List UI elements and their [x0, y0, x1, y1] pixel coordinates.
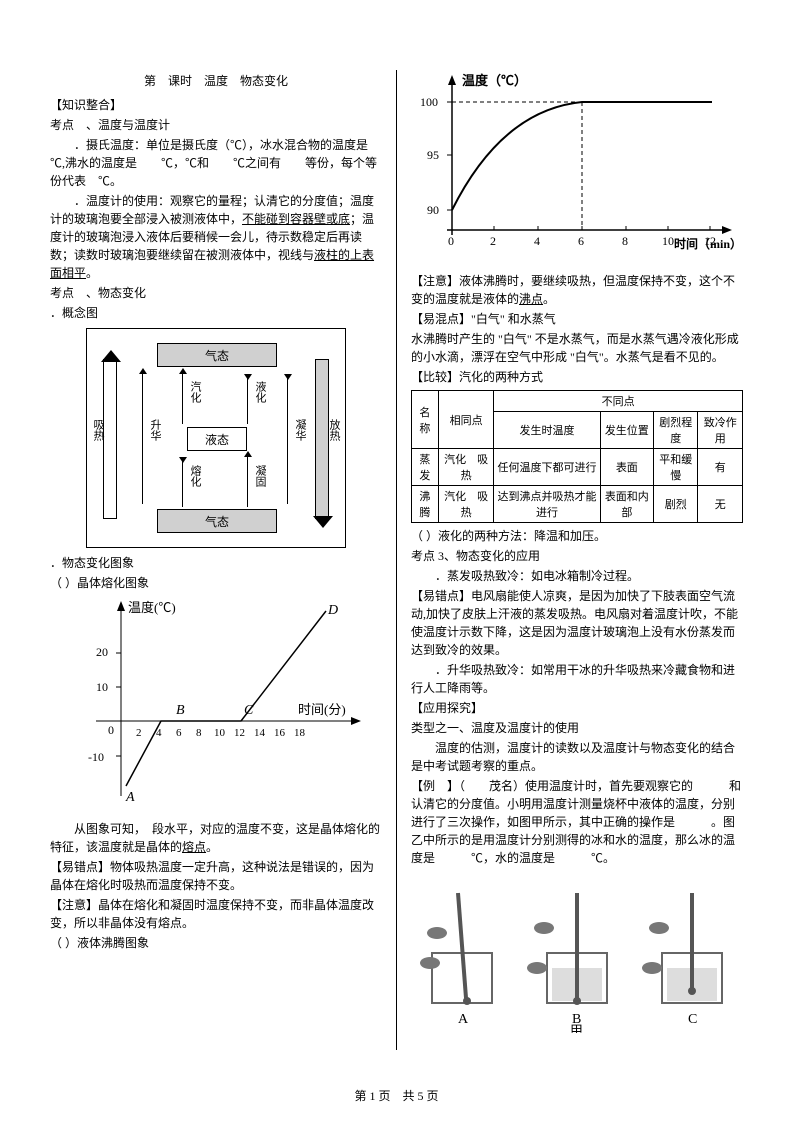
svg-text:C: C [244, 703, 254, 718]
column-divider [396, 70, 397, 1050]
svg-text:B: B [176, 703, 185, 718]
kp2: 考点 、物态变化 [50, 284, 382, 302]
svg-text:0: 0 [448, 234, 454, 248]
svg-text:18: 18 [294, 727, 306, 739]
page-total: 共 5 页 [403, 1089, 439, 1103]
svg-text:10: 10 [96, 680, 108, 694]
setup-a [420, 893, 492, 1005]
r-liquefy: （ ）液化的两种方法：降温和加压。 [411, 527, 743, 545]
svg-text:0: 0 [108, 723, 114, 737]
th-pos: 发生位置 [600, 412, 653, 449]
lbl-ronghua: 熔化 [187, 465, 203, 487]
t-use-u1: 不能碰到容器壁或底 [242, 212, 350, 226]
th-diff: 不同点 [494, 391, 743, 412]
th-same: 相同点 [438, 391, 494, 449]
t-use-end: 。 [86, 266, 98, 280]
svg-text:12: 12 [704, 234, 716, 248]
vaporization-compare-table: 名称 相同点 不同点 发生时温度 发生位置 剧烈程度 致冷作用 蒸发 汽化 吸热… [411, 390, 743, 523]
r-note-boil: 【注意】液体沸腾时，要继续吸热，但温度保持不变，这个不变的温度就是液体的沸点。 [411, 272, 743, 308]
page-footer: 第 1 页 共 5 页 [0, 1087, 793, 1104]
svg-text:D: D [327, 603, 338, 618]
absorb-heat-label: 吸热 [90, 419, 106, 441]
setup-c [642, 893, 722, 1003]
svg-text:A: A [125, 790, 135, 805]
melting-chart: 温度(℃) 时间(分) 20 10 0 -10 2 4 6 8 10 12 14… [66, 596, 366, 816]
kp3: 考点 3、物态变化的应用 [411, 547, 743, 565]
lbl-ninggu: 凝固 [252, 465, 268, 487]
svg-text:90: 90 [427, 203, 439, 217]
svg-text:20: 20 [96, 645, 108, 659]
svg-text:甲: 甲 [570, 1023, 583, 1033]
page-current: 第 1 页 [354, 1089, 390, 1103]
svg-text:14: 14 [254, 727, 266, 739]
left-column: 第 课时 温度 物态变化 【知识整合】 考点 、温度与温度计 ．摄氏温度：单位是… [50, 70, 382, 1050]
setup-b [527, 893, 607, 1005]
r-compare: 【比较】汽化的两种方式 [411, 368, 743, 386]
gas-top: 气态 [157, 343, 277, 367]
svg-text:10: 10 [662, 234, 674, 248]
svg-text:8: 8 [622, 234, 628, 248]
r-type1: 类型之一、温度及温度计的使用 [411, 719, 743, 737]
svg-text:10: 10 [214, 727, 226, 739]
th-cool: 致冷作用 [698, 412, 743, 449]
p-thermometer-use: ．温度计的使用：观察它的量程；认清它的分度值；温度计的玻璃泡要全部浸入被测液体中… [50, 192, 382, 282]
svg-text:95: 95 [427, 148, 439, 162]
r-evap: ．蒸发吸热致冷：如电冰箱制冷过程。 [411, 567, 743, 585]
lbl-shenghua: 升华 [147, 419, 163, 441]
p-celsius: ．摄氏温度：单位是摄氏度（℃），冰水混合物的温度是 ℃,沸水的温度是 ℃，℃和 … [50, 136, 382, 190]
svg-text:时间(分): 时间(分) [298, 702, 346, 717]
svg-text:2: 2 [490, 234, 496, 248]
lbl-ninghua: 凝华 [292, 419, 308, 441]
lbl-yehua: 液化 [252, 381, 268, 403]
p-note-crystal: 【注意】晶体在熔化和凝固时温度保持不变，而非晶体温度改变，所以非晶体没有熔点。 [50, 896, 382, 932]
r-importance: 温度的估测，温度计的读数以及温度计与物态变化的结合是中考试题考察的重点。 [411, 739, 743, 775]
r-fan: 【易错点】电风扇能使人凉爽，是因为加快了下肢表面空气流动,加快了皮肤上汗液的蒸发… [411, 587, 743, 659]
svg-text:温度（℃）: 温度（℃） [462, 73, 527, 88]
right-column: 温度（℃） 时间（min） 100 95 90 0 2 4 6 8 10 12 [411, 70, 743, 1050]
svg-text:8: 8 [196, 727, 202, 739]
svg-text:6: 6 [578, 234, 584, 248]
r-confuse: 【易混点】"白气" 和水蒸气 [411, 310, 743, 328]
state-change-diagram: 气态 液态 气态 吸热 放热 汽化 液化 升华 凝华 熔化 凝固 [86, 328, 346, 548]
th-int: 剧烈程度 [653, 412, 698, 449]
svg-text:6: 6 [176, 727, 182, 739]
svg-text:C: C [688, 1012, 697, 1027]
table-row: 蒸发 汽化 吸热 任何温度下都可进行 表面 平和缓慢 有 [412, 449, 743, 486]
p-melt-analysis: 从图象可知， 段水平，对应的温度不变，这是晶体熔化的特征，该温度就是晶体的熔点。 [50, 820, 382, 856]
svg-text:100: 100 [420, 95, 438, 109]
liquid-box: 液态 [187, 427, 247, 451]
th-temp: 发生时温度 [494, 412, 600, 449]
svg-text:4: 4 [534, 234, 540, 248]
lesson-title: 第 课时 温度 物态变化 [50, 72, 382, 90]
p-easy-wrong: 【易错点】物体吸热温度一定升高，这种说法是错误的，因为晶体在熔化时吸热而温度保持… [50, 858, 382, 894]
svg-text:-10: -10 [88, 750, 104, 764]
release-heat-label: 放热 [326, 419, 342, 441]
r-sublime: ．升华吸热致冷：如常用干冰的升华吸热来冷藏食物和进行人工降雨等。 [411, 661, 743, 697]
kp1: 考点 、温度与温度计 [50, 116, 382, 134]
p-crystal-melt: （ ）晶体熔化图象 [50, 574, 382, 592]
svg-text:2: 2 [136, 727, 142, 739]
r-baiqi: 水沸腾时产生的 "白气" 不是水蒸气，而是水蒸气遇冷液化形成的小水滴，漂浮在空气… [411, 330, 743, 366]
p-state-graphs: ．物态变化图象 [50, 554, 382, 572]
svg-text:A: A [458, 1012, 469, 1027]
svg-text:12: 12 [234, 727, 245, 739]
r-apply: 【应用探究】 [411, 699, 743, 717]
heading-knowledge: 【知识整合】 [50, 96, 382, 114]
th-name: 名称 [412, 391, 439, 449]
p-concept: ．概念图 [50, 304, 382, 322]
boiling-chart: 温度（℃） 时间（min） 100 95 90 0 2 4 6 8 10 12 [412, 70, 742, 270]
thermometer-figure: A B C 甲 [412, 873, 742, 1033]
gas-bottom: 气态 [157, 509, 277, 533]
lbl-qihua: 汽化 [187, 381, 203, 403]
svg-text:温度(℃): 温度(℃) [128, 600, 176, 615]
r-example: 【例 】（ 茂名）使用温度计时，首先要观察它的 和认清它的分度值。小明用温度计测… [411, 777, 743, 867]
table-row: 沸腾 汽化 吸热 达到沸点并吸热才能进行 表面和内部 剧烈 无 [412, 486, 743, 523]
svg-text:16: 16 [274, 727, 286, 739]
p-boil-graph: （ ）液体沸腾图象 [50, 934, 382, 952]
